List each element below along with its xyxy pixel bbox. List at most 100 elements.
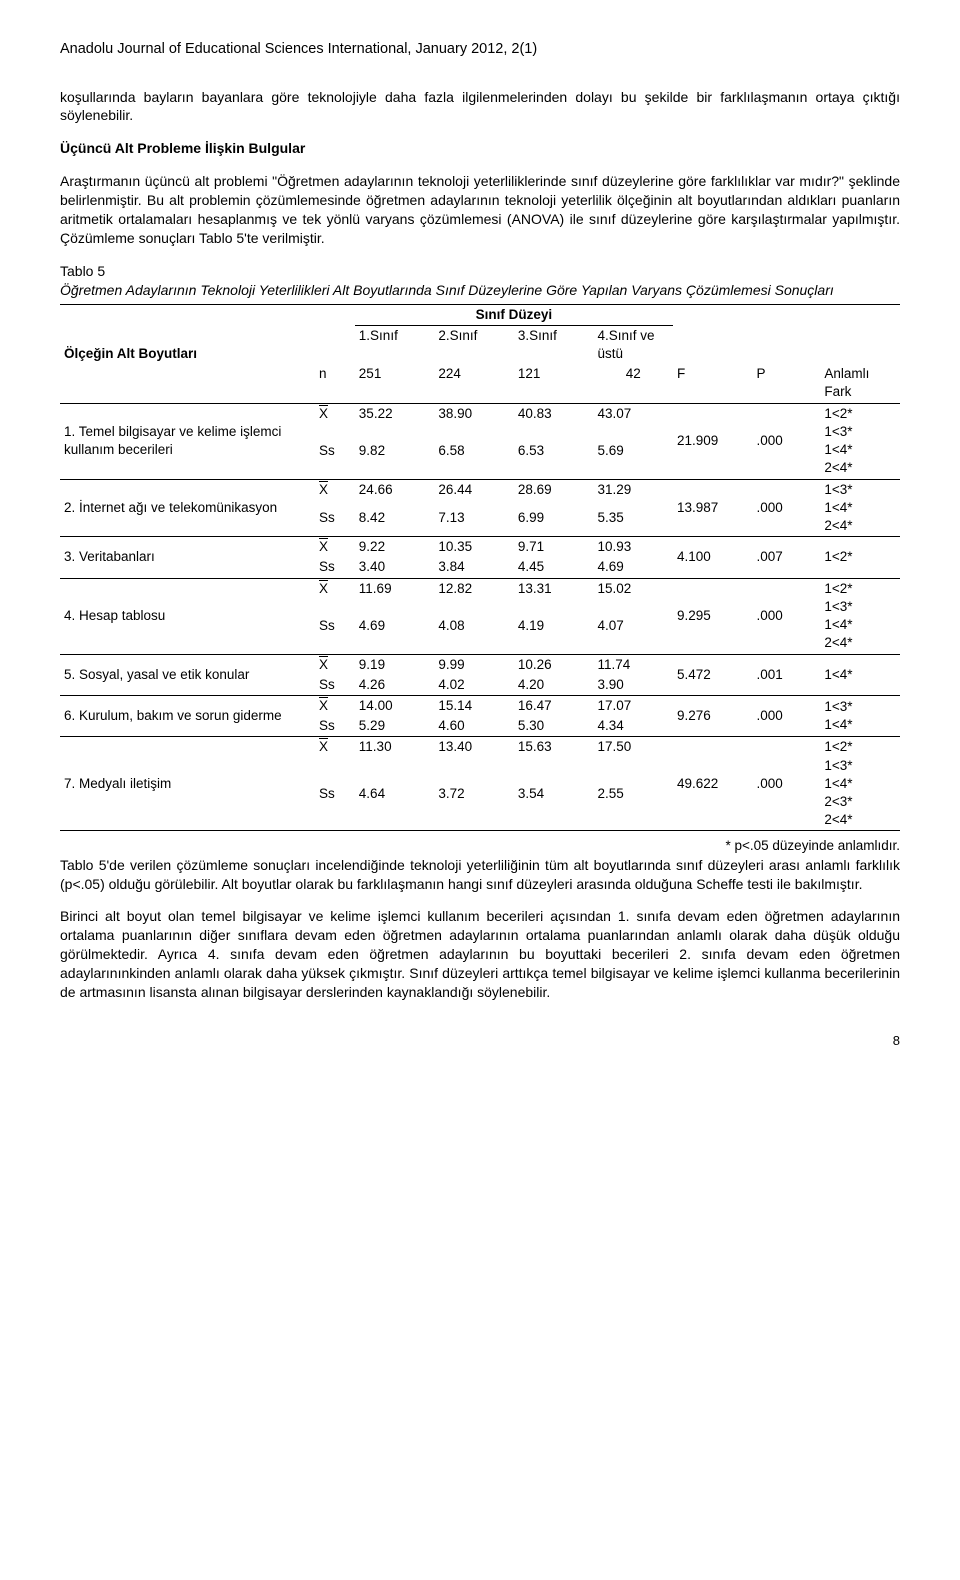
stat-ss: Ss [315, 557, 355, 578]
cell-mean: 38.90 [434, 403, 514, 441]
row-label: 6. Kurulum, bakım ve sorun giderme [60, 695, 315, 736]
cell-sd: 6.99 [514, 508, 594, 537]
cell-mean: 40.83 [514, 403, 594, 441]
cell-p: .000 [753, 403, 821, 479]
cell-sd: 4.08 [434, 616, 514, 654]
paragraph-results-2: Birinci alt boyut olan temel bilgisayar … [60, 907, 900, 1001]
cell-sd: 3.90 [593, 675, 673, 696]
cell-mean: 13.31 [514, 578, 594, 616]
table-row: 5. Sosyal, yasal ve etik konularX9.199.9… [60, 654, 900, 675]
cell-mean: 16.47 [514, 695, 594, 716]
cell-mean: 10.35 [434, 537, 514, 558]
table-row: 3. VeritabanlarıX9.2210.359.7110.934.100… [60, 537, 900, 558]
caption-text: Öğretmen Adaylarının Teknoloji Yeterlili… [60, 281, 900, 300]
cell-mean: 17.07 [593, 695, 673, 716]
cell-p: .001 [753, 654, 821, 695]
cell-mean: 10.93 [593, 537, 673, 558]
stat-ss: Ss [315, 616, 355, 654]
row-label: 7. Medyalı iletişim [60, 737, 315, 831]
cell-mean: 10.26 [514, 654, 594, 675]
stat-xbar: X [315, 479, 355, 508]
n-g2: 224 [434, 364, 514, 403]
stat-xbar: X [315, 737, 355, 784]
cell-diff: 1<2* 1<3* 1<4* 2<4* [820, 578, 900, 654]
cell-diff: 1<3* 1<4* 2<4* [820, 479, 900, 537]
cell-sd: 5.35 [593, 508, 673, 537]
row-header-n: n [315, 364, 355, 403]
col-header-diff: Anlamlı Fark [820, 364, 900, 403]
cell-mean: 26.44 [434, 479, 514, 508]
cell-mean: 43.07 [593, 403, 673, 441]
table-row: 2. İnternet ağı ve telekomünikasyonX24.6… [60, 479, 900, 508]
col-header-g3: 3.Sınıf [514, 325, 594, 364]
page-number: 8 [60, 1032, 900, 1050]
cell-sd: 3.84 [434, 557, 514, 578]
cell-mean: 9.19 [355, 654, 435, 675]
cell-p: .000 [753, 695, 821, 736]
cell-sd: 4.07 [593, 616, 673, 654]
table-row: 6. Kurulum, bakım ve sorun gidermeX14.00… [60, 695, 900, 716]
cell-mean: 31.29 [593, 479, 673, 508]
cell-mean: 11.69 [355, 578, 435, 616]
cell-sd: 4.64 [355, 784, 435, 831]
stat-xbar: X [315, 403, 355, 441]
cell-sd: 3.40 [355, 557, 435, 578]
cell-f: 4.100 [673, 537, 753, 578]
cell-sd: 5.30 [514, 716, 594, 737]
n-g1: 251 [355, 364, 435, 403]
cell-sd: 6.58 [434, 441, 514, 479]
paragraph-results-1: Tablo 5'de verilen çözümleme sonuçları i… [60, 856, 900, 894]
cell-diff: 1<2* 1<3* 1<4* 2<4* [820, 403, 900, 479]
cell-sd: 4.60 [434, 716, 514, 737]
col-header-g2: 2.Sınıf [434, 325, 514, 364]
cell-mean: 15.02 [593, 578, 673, 616]
row-label: 1. Temel bilgisayar ve kelime işlemci ku… [60, 403, 315, 479]
cell-diff: 1<3* 1<4* [820, 695, 900, 736]
row-label: 2. İnternet ağı ve telekomünikasyon [60, 479, 315, 537]
col-header-grade-level: Sınıf Düzeyi [355, 304, 673, 325]
cell-mean: 28.69 [514, 479, 594, 508]
n-g3: 121 [514, 364, 594, 403]
cell-p: .000 [753, 737, 821, 831]
row-label: 3. Veritabanları [60, 537, 315, 578]
anova-table: Ölçeğin Alt Boyutları Sınıf Düzeyi 1.Sın… [60, 304, 900, 832]
col-header-p: P [753, 364, 821, 403]
cell-mean: 15.63 [514, 737, 594, 784]
cell-mean: 15.14 [434, 695, 514, 716]
cell-mean: 12.82 [434, 578, 514, 616]
stat-ss: Ss [315, 508, 355, 537]
cell-mean: 9.22 [355, 537, 435, 558]
cell-sd: 4.20 [514, 675, 594, 696]
cell-sd: 4.26 [355, 675, 435, 696]
cell-p: .007 [753, 537, 821, 578]
cell-p: .000 [753, 578, 821, 654]
n-g4: 42 [593, 364, 673, 403]
cell-mean: 14.00 [355, 695, 435, 716]
cell-sd: 4.45 [514, 557, 594, 578]
cell-sd: 4.69 [355, 616, 435, 654]
stat-xbar: X [315, 695, 355, 716]
col-header-f: F [673, 364, 753, 403]
table-caption: Tablo 5 Öğretmen Adaylarının Teknoloji Y… [60, 262, 900, 300]
stat-ss: Ss [315, 716, 355, 737]
cell-sd: 4.02 [434, 675, 514, 696]
cell-sd: 3.54 [514, 784, 594, 831]
cell-mean: 9.71 [514, 537, 594, 558]
cell-mean: 9.99 [434, 654, 514, 675]
cell-mean: 13.40 [434, 737, 514, 784]
table-row: 1. Temel bilgisayar ve kelime işlemci ku… [60, 403, 900, 441]
cell-mean: 11.74 [593, 654, 673, 675]
cell-p: .000 [753, 479, 821, 537]
cell-f: 21.909 [673, 403, 753, 479]
cell-sd: 4.34 [593, 716, 673, 737]
cell-f: 49.622 [673, 737, 753, 831]
journal-header: Anadolu Journal of Educational Sciences … [60, 40, 900, 60]
caption-number: Tablo 5 [60, 262, 900, 281]
cell-f: 9.295 [673, 578, 753, 654]
cell-sd: 5.69 [593, 441, 673, 479]
cell-sd: 8.42 [355, 508, 435, 537]
cell-f: 13.987 [673, 479, 753, 537]
stat-xbar: X [315, 578, 355, 616]
stat-ss: Ss [315, 675, 355, 696]
cell-f: 5.472 [673, 654, 753, 695]
